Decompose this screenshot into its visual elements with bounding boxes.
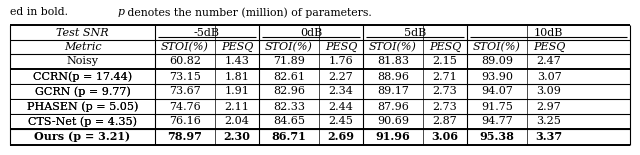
Text: 2.30: 2.30 — [223, 131, 250, 142]
Text: PHASEN (p = 5.05): PHASEN (p = 5.05) — [27, 101, 138, 112]
Text: 84.65: 84.65 — [273, 117, 305, 126]
Text: 71.89: 71.89 — [273, 57, 305, 66]
Text: 95.38: 95.38 — [479, 131, 515, 142]
Text: 76.16: 76.16 — [169, 117, 201, 126]
Text: STOI(%): STOI(%) — [473, 42, 521, 52]
Text: 73.67: 73.67 — [169, 86, 201, 97]
Text: 82.96: 82.96 — [273, 86, 305, 97]
Text: 81.83: 81.83 — [377, 57, 409, 66]
Text: 3.06: 3.06 — [431, 131, 458, 142]
Text: p: p — [118, 7, 125, 17]
Text: GCRN (p = 9.77): GCRN (p = 9.77) — [35, 86, 131, 97]
Text: 5dB: 5dB — [404, 27, 426, 38]
Text: CTS-Net (p = 4.35): CTS-Net (p = 4.35) — [28, 116, 137, 127]
Text: 2.87: 2.87 — [433, 117, 458, 126]
Text: PESQ: PESQ — [429, 42, 461, 52]
Text: 2.73: 2.73 — [433, 86, 458, 97]
Text: Noisy: Noisy — [67, 57, 99, 66]
Text: CTS-Net (p = 4.35): CTS-Net (p = 4.35) — [28, 116, 137, 127]
Text: 94.77: 94.77 — [481, 117, 513, 126]
Text: 82.33: 82.33 — [273, 102, 305, 111]
Text: 2.97: 2.97 — [536, 102, 561, 111]
Text: 10dB: 10dB — [534, 27, 563, 38]
Text: 74.76: 74.76 — [169, 102, 201, 111]
Bar — [11, 100, 154, 113]
Text: 2.15: 2.15 — [433, 57, 458, 66]
Text: 2.34: 2.34 — [328, 86, 353, 97]
Text: Test SNR: Test SNR — [56, 27, 109, 38]
Text: Ours (p = 3.21): Ours (p = 3.21) — [35, 131, 131, 142]
Text: 60.82: 60.82 — [169, 57, 201, 66]
Bar — [11, 85, 154, 98]
Text: PESQ: PESQ — [221, 42, 253, 52]
Text: 90.69: 90.69 — [377, 117, 409, 126]
Text: GCRN (p = 9.77): GCRN (p = 9.77) — [35, 86, 131, 97]
Bar — [11, 70, 154, 83]
Text: 1.76: 1.76 — [328, 57, 353, 66]
Text: 3.25: 3.25 — [536, 117, 561, 126]
Text: 3.09: 3.09 — [536, 86, 561, 97]
Text: 88.96: 88.96 — [377, 71, 409, 82]
Text: 91.96: 91.96 — [376, 131, 410, 142]
Text: 2.11: 2.11 — [225, 102, 250, 111]
Text: STOI(%): STOI(%) — [161, 42, 209, 52]
Text: 2.71: 2.71 — [433, 71, 458, 82]
Text: 94.07: 94.07 — [481, 86, 513, 97]
Text: 87.96: 87.96 — [377, 102, 409, 111]
Text: 3.37: 3.37 — [536, 131, 563, 142]
Text: 89.17: 89.17 — [377, 86, 409, 97]
Bar — [11, 115, 154, 128]
Text: -5dB: -5dB — [194, 27, 220, 38]
Text: PESQ: PESQ — [325, 42, 357, 52]
Text: 86.71: 86.71 — [271, 131, 307, 142]
Text: STOI(%): STOI(%) — [369, 42, 417, 52]
Text: PHASEN (p = 5.05): PHASEN (p = 5.05) — [27, 101, 138, 112]
Text: 2.04: 2.04 — [225, 117, 250, 126]
Text: 2.27: 2.27 — [328, 71, 353, 82]
Text: 2.45: 2.45 — [328, 117, 353, 126]
Text: 2.73: 2.73 — [433, 102, 458, 111]
Text: 82.61: 82.61 — [273, 71, 305, 82]
Text: 91.75: 91.75 — [481, 102, 513, 111]
Text: 1.91: 1.91 — [225, 86, 250, 97]
Text: 2.69: 2.69 — [328, 131, 355, 142]
Text: PESQ: PESQ — [533, 42, 565, 52]
Text: CCRN(p = 17.44): CCRN(p = 17.44) — [33, 71, 132, 82]
Text: 2.44: 2.44 — [328, 102, 353, 111]
Text: Metric: Metric — [64, 42, 101, 52]
Text: denotes the number (million) of parameters.: denotes the number (million) of paramete… — [124, 7, 372, 18]
Text: 3.07: 3.07 — [536, 71, 561, 82]
Text: 1.81: 1.81 — [225, 71, 250, 82]
Text: CCRN(p = 17.44): CCRN(p = 17.44) — [33, 71, 132, 82]
Text: STOI(%): STOI(%) — [265, 42, 313, 52]
Text: ed in bold.: ed in bold. — [10, 7, 72, 17]
Text: 89.09: 89.09 — [481, 57, 513, 66]
Text: 78.97: 78.97 — [168, 131, 202, 142]
Text: 1.43: 1.43 — [225, 57, 250, 66]
Text: 93.90: 93.90 — [481, 71, 513, 82]
Text: 0dB: 0dB — [300, 27, 322, 38]
Text: 73.15: 73.15 — [169, 71, 201, 82]
Text: 2.47: 2.47 — [536, 57, 561, 66]
